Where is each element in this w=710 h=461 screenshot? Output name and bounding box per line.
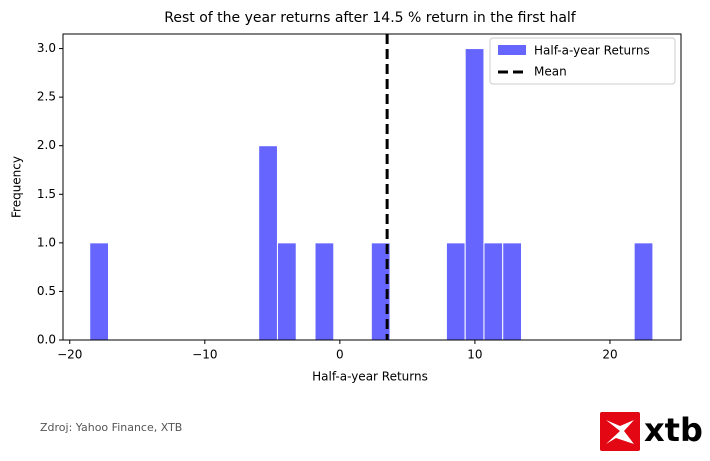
- y-tick-label: 2.5: [37, 90, 56, 104]
- logo: xtb: [600, 411, 703, 451]
- bar: [445, 242, 466, 341]
- legend-box: [489, 37, 676, 85]
- bar: [276, 242, 297, 341]
- bar: [314, 242, 335, 341]
- y-tick-label: 2.0: [37, 138, 56, 152]
- logo-text: xtb: [644, 411, 703, 449]
- legend-label: Half-a-year Returns: [534, 44, 650, 58]
- bar: [89, 242, 110, 341]
- chart-title: Rest of the year returns after 14.5 % re…: [164, 10, 577, 26]
- bar: [483, 242, 504, 341]
- x-tick-label: 0: [336, 348, 344, 362]
- bar: [502, 242, 523, 341]
- y-axis-label: Frequency: [10, 156, 24, 218]
- y-tick-label: 1.5: [37, 187, 56, 201]
- y-tick-label: 0.0: [37, 333, 56, 347]
- source-note: Zdroj: Yahoo Finance, XTB: [40, 421, 182, 434]
- y-tick-label: 1.0: [37, 235, 56, 249]
- bar: [464, 48, 485, 341]
- x-tick-label: −20: [57, 348, 82, 362]
- legend-label: Mean: [534, 65, 567, 79]
- bar: [258, 145, 278, 341]
- x-tick-label: 20: [602, 348, 617, 362]
- logo-icon: [606, 420, 634, 444]
- legend-swatch: [498, 45, 526, 55]
- x-axis-label: Half-a-year Returns: [312, 370, 428, 384]
- y-tick-label: 0.5: [37, 284, 56, 298]
- y-tick-label: 3.0: [37, 41, 56, 55]
- bar: [633, 242, 654, 341]
- plot-frame: [62, 33, 682, 341]
- x-tick-label: 10: [467, 348, 482, 362]
- x-tick-label: −10: [192, 348, 217, 362]
